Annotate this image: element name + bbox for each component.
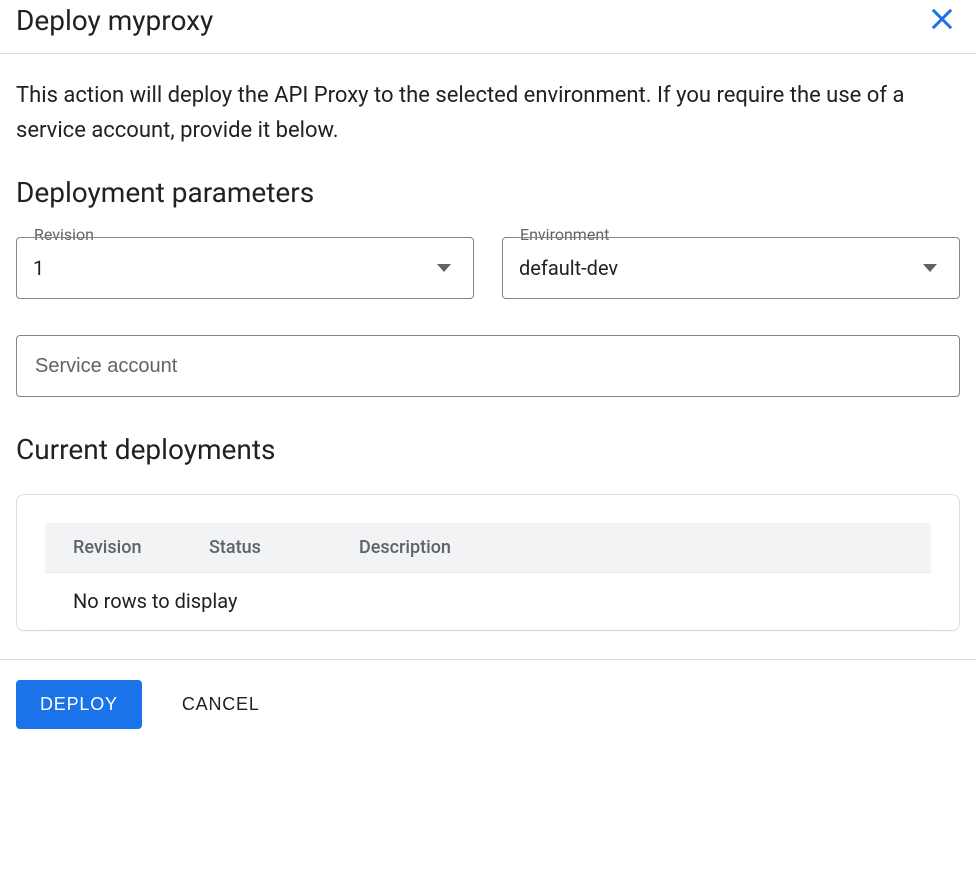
parameters-heading: Deployment parameters <box>16 176 960 209</box>
revision-value: 1 <box>33 256 437 280</box>
deployments-heading: Current deployments <box>16 433 960 466</box>
deploy-button[interactable]: DEPLOY <box>16 680 142 729</box>
dialog-description: This action will deploy the API Proxy to… <box>16 78 936 148</box>
service-account-field[interactable] <box>16 335 960 397</box>
chevron-down-icon <box>923 264 937 272</box>
revision-select[interactable]: Revision 1 <box>16 237 474 299</box>
environment-select[interactable]: Environment default-dev <box>502 237 960 299</box>
col-description: Description <box>359 523 931 572</box>
chevron-down-icon <box>437 264 451 272</box>
deployments-card: Revision Status Description No rows to d… <box>16 494 960 631</box>
col-revision: Revision <box>45 523 209 572</box>
table-empty-message: No rows to display <box>45 573 532 630</box>
cancel-button[interactable]: CANCEL <box>182 680 260 729</box>
close-button[interactable] <box>924 1 960 37</box>
dialog-content: This action will deploy the API Proxy to… <box>0 54 976 659</box>
parameters-row: Revision 1 Environment default-dev <box>16 237 960 299</box>
dialog-header: Deploy myproxy <box>0 0 976 53</box>
deployments-table: Revision Status Description No rows to d… <box>45 523 931 630</box>
service-account-input[interactable] <box>33 354 943 379</box>
table-header: Revision Status Description <box>45 523 931 573</box>
deploy-dialog: Deploy myproxy This action will deploy t… <box>0 0 976 733</box>
table-row-divider <box>45 629 931 630</box>
dialog-footer: DEPLOY CANCEL <box>0 660 976 733</box>
col-status: Status <box>209 523 359 572</box>
dialog-title: Deploy myproxy <box>16 4 213 37</box>
close-icon <box>928 5 956 33</box>
environment-value: default-dev <box>519 256 923 280</box>
